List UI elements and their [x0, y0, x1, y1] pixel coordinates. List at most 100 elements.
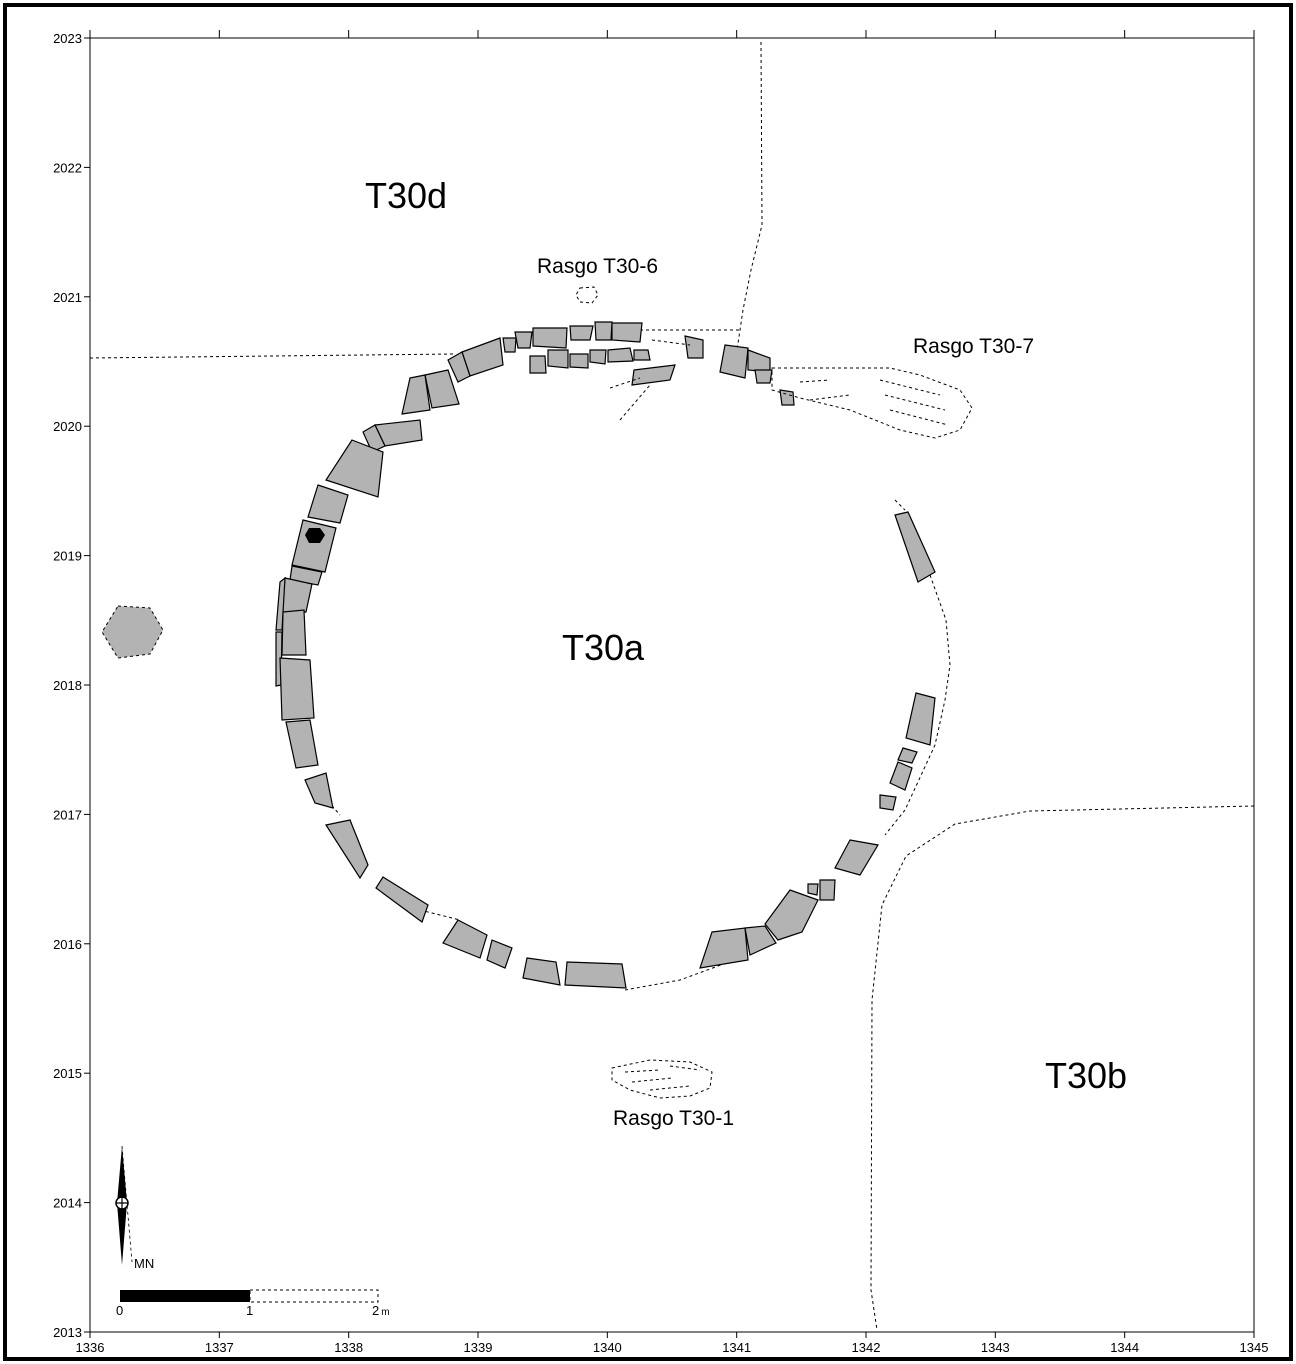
- y-tick-label: 2020: [53, 419, 82, 434]
- rasgo-t30-1-outline: [611, 1059, 713, 1099]
- boundary-line-southeast: [870, 805, 1255, 1331]
- ring-outline: [319, 329, 951, 991]
- scale-label-1: 1: [246, 1303, 253, 1318]
- stone: [764, 889, 819, 941]
- stone: [514, 331, 533, 349]
- north-arrow: MN: [115, 1145, 154, 1271]
- stone: [834, 839, 879, 876]
- y-tick-label: 2014: [53, 1196, 82, 1211]
- y-tick-label: 2021: [53, 290, 82, 305]
- stone: [424, 369, 460, 409]
- y-tick-label: 2018: [53, 678, 82, 693]
- stone: [291, 519, 337, 573]
- stone: [894, 511, 936, 583]
- stone: [889, 761, 913, 791]
- stone: [529, 355, 547, 374]
- stone: [401, 374, 431, 415]
- x-axis-ticks: 1336 1337 1338 1339 1340 1341 1342 1343 1344 1345: [76, 30, 1269, 1355]
- stone: [442, 919, 488, 959]
- scale-bar-filled: [120, 1290, 250, 1302]
- stone: [633, 349, 651, 361]
- scale-bar-empty: [249, 1289, 379, 1303]
- stone: [486, 939, 513, 969]
- zone-label-t30d: T30d: [365, 175, 447, 216]
- north-arrow-hub-mark: [116, 1197, 128, 1209]
- stone: [522, 957, 561, 986]
- feature-label-rasgo-t30-6: Rasgo T30-6: [537, 255, 658, 278]
- rasgo-t30-7-outline: [609, 339, 973, 439]
- stone: [569, 325, 594, 341]
- x-tick-label: 1341: [722, 1340, 751, 1355]
- x-tick-label: 1337: [205, 1340, 234, 1355]
- stone: [547, 349, 569, 369]
- stone: [819, 879, 836, 901]
- feature-label-rasgo-t30-1: Rasgo T30-1: [613, 1107, 734, 1130]
- stone: [879, 794, 897, 811]
- stone: [754, 369, 773, 384]
- y-tick-label: 2019: [53, 549, 82, 564]
- stone: [304, 772, 334, 809]
- stone: [281, 609, 307, 656]
- stone: [684, 335, 704, 359]
- scale-unit: m: [381, 1307, 389, 1318]
- stone: [611, 322, 643, 343]
- x-tick-label: 1345: [1240, 1340, 1269, 1355]
- y-tick-label: 2022: [53, 160, 82, 175]
- stone: [447, 351, 471, 383]
- y-tick-label: 2013: [53, 1325, 82, 1340]
- stone: [719, 344, 749, 379]
- boundary-line-north: [736, 41, 763, 351]
- y-axis-ticks: 2013 2014 2015 2016 2017 2018 2019 2020 2021 2022…: [53, 31, 90, 1340]
- stone: [744, 925, 777, 956]
- stone: [285, 719, 319, 769]
- x-tick-label: 1342: [852, 1340, 881, 1355]
- stone: [362, 424, 386, 453]
- plot-frame: [89, 37, 1255, 1333]
- stone: [779, 389, 795, 406]
- boundary-line-west: [89, 353, 456, 359]
- zone-label-t30a: T30a: [562, 627, 645, 668]
- zone-label-t30b: T30b: [1045, 1055, 1127, 1096]
- north-arrow-outline: [121, 1145, 133, 1263]
- post-marker: [305, 528, 325, 543]
- y-tick-label: 2016: [53, 937, 82, 952]
- stone: [897, 747, 918, 764]
- x-tick-label: 1344: [1110, 1340, 1139, 1355]
- stone: [699, 927, 749, 969]
- x-tick-label: 1340: [593, 1340, 622, 1355]
- stone-ring: [275, 321, 936, 989]
- rasgo-t30-6-outline: [575, 286, 599, 304]
- scale-label-0: 0: [116, 1303, 123, 1318]
- stone: [807, 883, 819, 896]
- feature-label-rasgo-t30-7: Rasgo T30-7: [913, 335, 1034, 358]
- x-tick-label: 1339: [464, 1340, 493, 1355]
- west-pit: [101, 605, 164, 659]
- stone: [747, 349, 771, 373]
- north-arrow-label: MN: [134, 1256, 154, 1271]
- stone: [289, 565, 323, 586]
- stone: [307, 484, 349, 524]
- stone: [532, 327, 568, 349]
- y-tick-label: 2015: [53, 1066, 82, 1081]
- stone: [375, 876, 429, 923]
- stone: [279, 657, 315, 721]
- x-tick-label: 1338: [334, 1340, 363, 1355]
- stone: [325, 439, 384, 498]
- stone: [502, 337, 517, 353]
- stone: [325, 819, 369, 880]
- stone: [631, 364, 676, 386]
- outer-frame: [3, 3, 1293, 1361]
- stone: [564, 961, 627, 989]
- x-tick-label: 1343: [981, 1340, 1010, 1355]
- stone: [281, 577, 313, 614]
- y-tick-label: 2017: [53, 807, 82, 822]
- stone: [569, 353, 589, 369]
- stone: [589, 349, 607, 365]
- stone: [607, 347, 634, 363]
- stone: [905, 692, 936, 746]
- x-tick-label: 1336: [76, 1340, 105, 1355]
- y-tick-label: 2023: [53, 31, 82, 46]
